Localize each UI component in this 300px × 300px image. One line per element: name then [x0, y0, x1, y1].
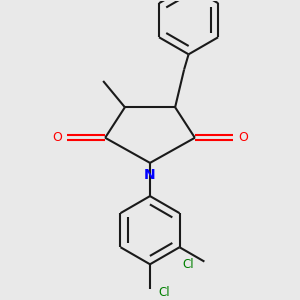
Text: N: N: [144, 168, 156, 182]
Text: O: O: [238, 131, 248, 144]
Text: Cl: Cl: [158, 286, 170, 299]
Text: Cl: Cl: [182, 258, 194, 271]
Text: O: O: [52, 131, 62, 144]
